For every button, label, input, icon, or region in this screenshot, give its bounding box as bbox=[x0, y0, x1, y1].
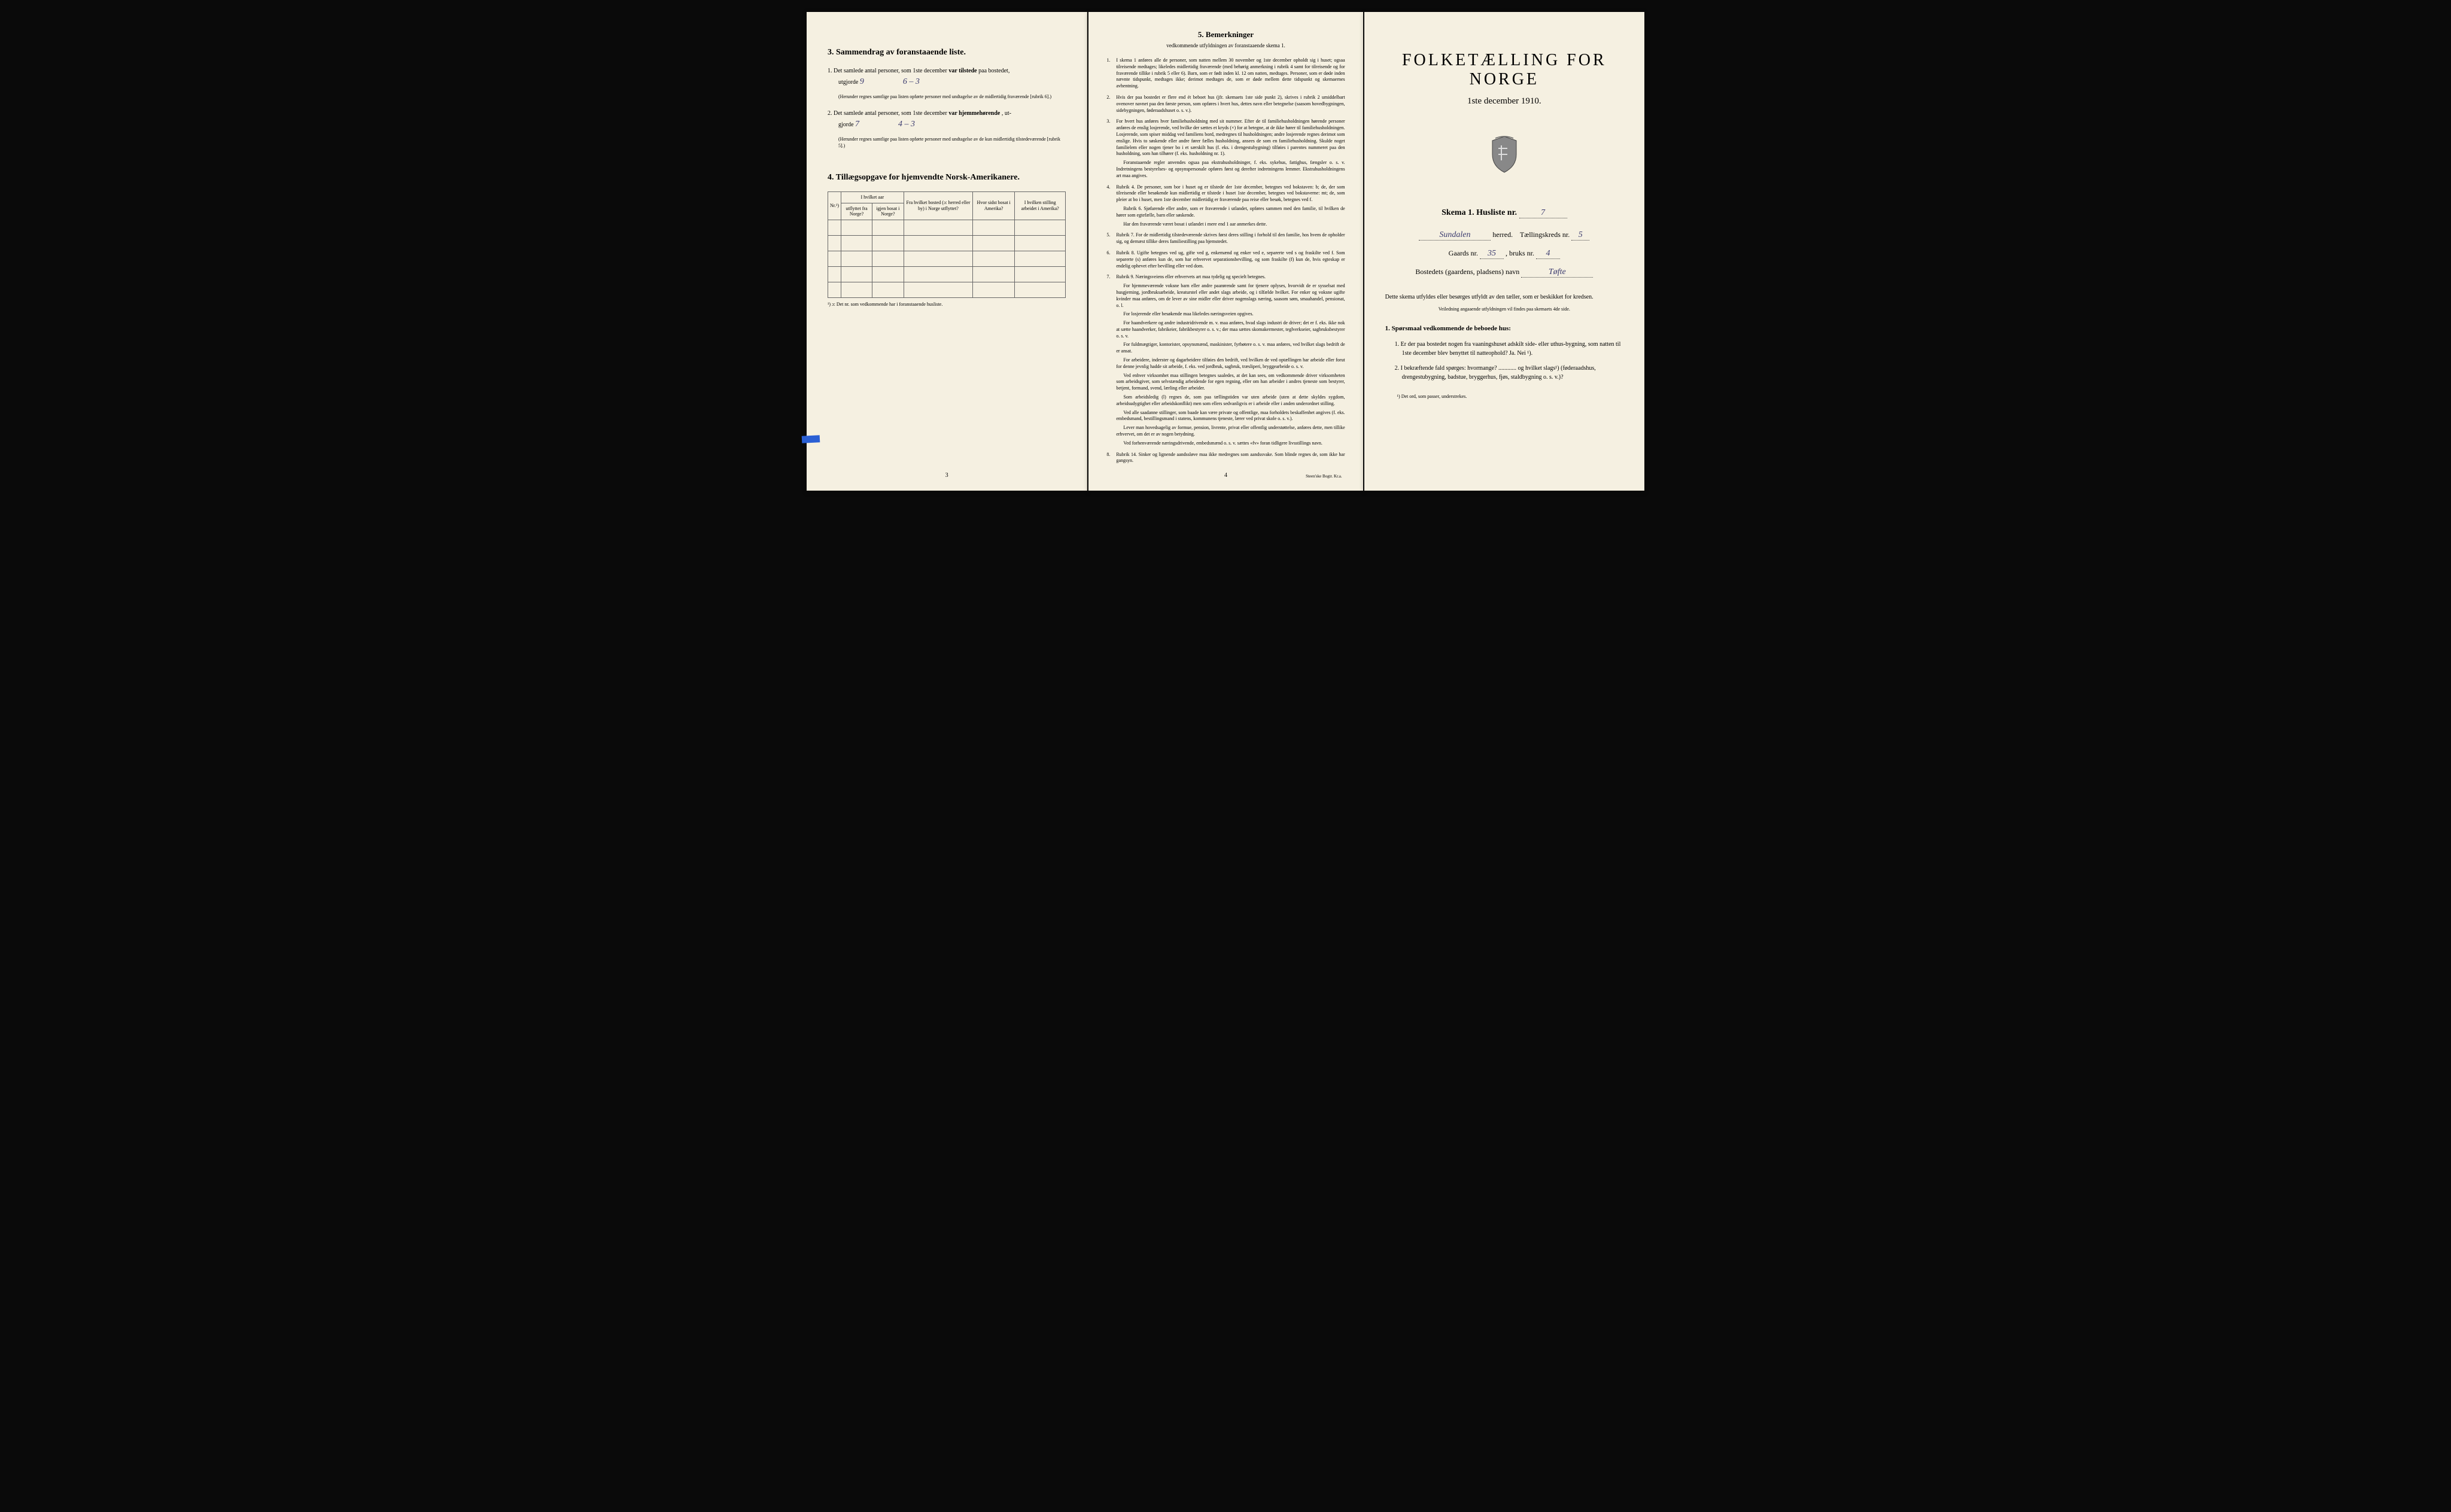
hjemme-split: 4 – 3 bbox=[898, 120, 915, 129]
section-4-title: 4. Tillægsopgave for hjemvendte Norsk-Am… bbox=[828, 173, 1066, 182]
remark-item: 8.Rubrik 14. Sinker og lignende aandsslø… bbox=[1106, 452, 1345, 465]
bruks-value: 4 bbox=[1536, 249, 1560, 259]
skema-line: Skema 1. Husliste nr. 7 bbox=[1385, 208, 1623, 218]
remark-item: 4.Rubrik 4. De personer, som bor i huset… bbox=[1106, 184, 1345, 228]
printer-mark: Steen'ske Bogtr. Kr.a. bbox=[1306, 474, 1342, 479]
table-row bbox=[828, 220, 1066, 235]
page-number: 4 bbox=[1224, 472, 1227, 479]
section-5-subtitle: vedkommende utfyldningen av foranstaaend… bbox=[1106, 42, 1345, 48]
col-returned: igjen bosat i Norge? bbox=[872, 203, 904, 220]
remark-item: 7.Rubrik 9. Næringsveiens eller erhverve… bbox=[1106, 274, 1345, 446]
col-nr: Nr.¹) bbox=[828, 192, 841, 220]
table-footnote: ¹) ɔ: Det nr. som vedkommende har i fora… bbox=[828, 302, 1066, 307]
question-2: 2. I bekræftende fald spørges: hvormange… bbox=[1395, 364, 1623, 382]
census-title: FOLKETÆLLING FOR NORGE bbox=[1385, 51, 1623, 89]
col-where: Hvor sidst bosat i Amerika? bbox=[973, 192, 1015, 220]
census-date: 1ste december 1910. bbox=[1385, 96, 1623, 107]
tilstede-count: 9 bbox=[860, 77, 864, 86]
fill-instruction: Dette skema utfyldes eller besørges utfy… bbox=[1385, 293, 1623, 302]
item1-note: (Herunder regnes samtlige paa listen opf… bbox=[838, 94, 1066, 100]
remark-item: 6.Rubrik 8. Ugifte betegnes ved ug, gift… bbox=[1106, 250, 1345, 269]
page-4: 5. Bemerkninger vedkommende utfyldningen… bbox=[1088, 12, 1363, 491]
gaards-value: 35 bbox=[1480, 249, 1504, 259]
table-row bbox=[828, 235, 1066, 251]
guidance-note: Veiledning angaaende utfyldningen vil fi… bbox=[1385, 306, 1623, 312]
questions-title: 1. Spørsmaal vedkommende de beboede hus: bbox=[1385, 324, 1623, 334]
herred-value: Sundalen bbox=[1419, 230, 1491, 241]
tilstede-split: 6 – 3 bbox=[903, 77, 920, 86]
emigrant-table: Nr.¹) I hvilket aar Fra hvilket bosted (… bbox=[828, 191, 1066, 298]
summary-item-2: 2. Det samlede antal personer, som 1ste … bbox=[828, 109, 1066, 130]
question-1: 1. Er der paa bostedet nogen fra vaaning… bbox=[1395, 340, 1623, 358]
summary-item-1: 1. Det samlede antal personer, som 1ste … bbox=[828, 66, 1066, 88]
item2-note: (Herunder regnes samtlige paa listen opf… bbox=[838, 136, 1066, 149]
remarks-list: 1.I skema 1 anføres alle de personer, so… bbox=[1106, 57, 1345, 464]
col-job: I hvilken stilling arbeidet i Amerika? bbox=[1015, 192, 1066, 220]
bosted-line: Bostedets (gaardens, pladsens) navn Tøft… bbox=[1385, 267, 1623, 278]
archive-tab bbox=[802, 435, 820, 443]
remark-item: 3.For hvert hus anføres hver familiehush… bbox=[1106, 118, 1345, 179]
footnote: ¹) Det ord, som passer, understrekes. bbox=[1385, 394, 1623, 399]
section-3-title: 3. Sammendrag av foranstaaende liste. bbox=[828, 48, 1066, 57]
kreds-value: 5 bbox=[1571, 230, 1589, 241]
page-number: 3 bbox=[945, 472, 948, 479]
col-emigrated: utflyttet fra Norge? bbox=[841, 203, 872, 220]
section-5-title: 5. Bemerkninger bbox=[1106, 30, 1345, 39]
remark-item: 1.I skema 1 anføres alle de personer, so… bbox=[1106, 57, 1345, 90]
col-from: Fra hvilket bosted (ɔ: herred eller by) … bbox=[904, 192, 973, 220]
remark-item: 5.Rubrik 7. For de midlertidig tilstedev… bbox=[1106, 232, 1345, 245]
bosted-value: Tøfte bbox=[1521, 267, 1593, 278]
herred-line: Sundalen herred. Tællingskreds nr. 5 bbox=[1385, 230, 1623, 241]
page-3: 3. Sammendrag av foranstaaende liste. 1.… bbox=[807, 12, 1087, 491]
col-group-year: I hvilket aar bbox=[841, 192, 904, 203]
remark-item: 2.Hvis der paa bostedet er flere end ét … bbox=[1106, 95, 1345, 114]
hjemme-count: 7 bbox=[855, 120, 859, 129]
gaards-line: Gaards nr. 35 , bruks nr. 4 bbox=[1385, 249, 1623, 259]
husliste-nr: 7 bbox=[1519, 208, 1567, 218]
questions-block: 1. Spørsmaal vedkommende de beboede hus:… bbox=[1385, 324, 1623, 382]
page-1-cover: FOLKETÆLLING FOR NORGE 1ste december 191… bbox=[1364, 12, 1644, 491]
table-row bbox=[828, 282, 1066, 297]
table-row bbox=[828, 266, 1066, 282]
coat-of-arms-icon bbox=[1486, 133, 1522, 175]
table-row bbox=[828, 251, 1066, 266]
